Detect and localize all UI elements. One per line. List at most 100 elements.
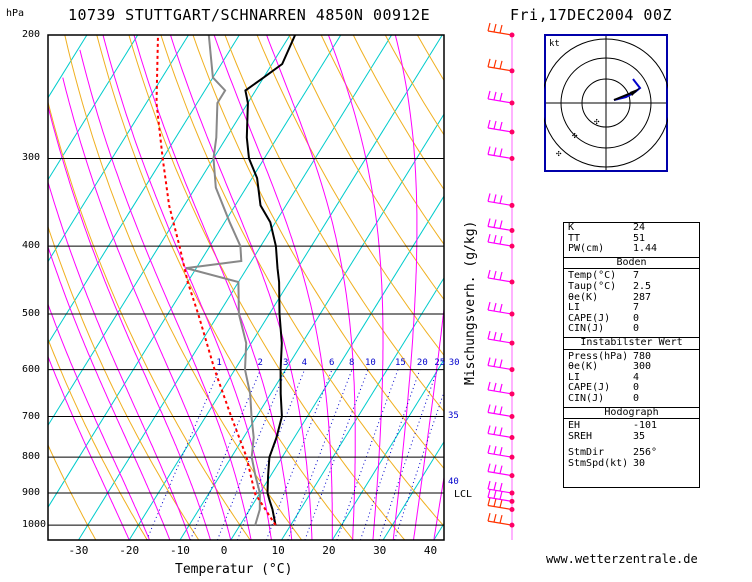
y-tick-label: 700 [22,410,41,422]
indices-panel: K 24 TT 51 PW(cm) 1.44 Boden Temp(°C) 7 Taup(°C… [563,222,700,488]
index-value: 0 [633,323,640,335]
index-row: Temp(°C) 7 [564,271,699,282]
isotherm-line [48,35,291,427]
index-key: StmDir [568,447,605,459]
moist-adiabat-line [48,355,130,540]
isotherm-line [48,35,139,181]
moist-adiabat-line [327,35,384,540]
mixing-ratio-label: 10 [365,357,376,368]
isotherm-line [48,35,88,99]
moist-adiabat-line [48,245,171,540]
moist-adiabat-line [213,35,333,540]
wind-point [509,522,515,528]
mixing-ratio-label: 4 [301,357,308,368]
index-key: PW(cm) [568,243,605,255]
index-key: θe(K) [568,291,599,303]
moist-adiabat-line [266,35,356,540]
index-row: StmDir 256° [564,448,699,459]
dry-adiabat-line [64,35,303,540]
wind-barb [487,301,513,315]
wind-barb [487,497,513,511]
isotherm-line [230,195,444,540]
index-value: 0 [633,312,640,324]
wind-barb [487,58,513,72]
index-value: 2.5 [633,280,652,292]
wind-barb [487,381,513,395]
mixing-ratio-label: 1 [216,357,222,368]
wind-barb [487,425,513,439]
dry-adiabat-line [48,225,200,540]
wind-barb [487,330,513,344]
wind-point [509,340,515,346]
index-key: SREH [568,430,593,442]
dry-adiabat-line [160,35,444,527]
mixing-ratio-line [216,369,287,540]
x-tick-label: 0 [220,544,228,557]
y-tick-label: 1000 [22,519,47,531]
isotherm-line [0,35,36,540]
parcel-curve [155,35,277,526]
date-title: Fri,17DEC2004 00Z [510,6,673,24]
index-key: Press(hPa) [568,350,629,362]
x-tick-label: 20 [322,544,336,557]
index-key: CIN(J) [568,323,605,335]
mixing-ratio-line [359,369,421,540]
wind-point [509,454,515,460]
mixing-ratio-label: 30 [448,357,460,368]
isotherm-line [48,35,342,509]
wind-point [509,391,515,397]
mixing-ratio-label: 6 [328,357,335,368]
x-tick-label: -20 [119,544,140,557]
isotherm-line [331,358,444,540]
index-key: CIN(J) [568,392,605,404]
x-tick-label: -10 [170,544,190,557]
mixing-ratio-line [394,390,444,540]
mixing-ratio-line [236,369,306,540]
mixing-ratio-label: 2 [257,357,263,368]
section-most-unstable: Instabilster Wert [564,336,699,350]
wind-barb [487,463,513,477]
dry-adiabat-line [192,35,444,470]
temperature-curve [244,35,297,526]
dry-adiabat-line [48,337,148,540]
wind-point [509,507,515,513]
wind-point [509,435,515,441]
index-row: θe(K) 287 [564,291,699,304]
wind-barb [487,193,513,207]
index-value: 35 [633,430,646,442]
y-axis-label: Mischungsverh. (g/kg) [463,220,478,385]
isotherm-line [179,113,444,540]
index-value: 0 [633,382,640,394]
dry-adiabat-line [256,35,444,357]
isotherm-line [48,35,189,263]
index-row: LI 7 [564,303,699,314]
y-tick-label: 500 [22,308,41,320]
wind-point [509,279,515,285]
wind-point [509,490,515,496]
wind-barb [487,218,513,232]
index-row: θe(K) 300 [564,362,699,373]
plot-frame [47,34,445,541]
index-row: SREH 35 [564,430,699,443]
wind-barb [487,146,513,160]
wind-barb [487,90,513,104]
wind-point [509,100,515,106]
dewpoint-curve [185,35,261,526]
hodograph: kt ✣ ✣ ✣ [544,34,668,172]
index-value: 30 [633,457,646,469]
index-key: θe(K) [568,361,599,373]
x-tick-label: -30 [68,544,89,557]
mixing-ratio-line [265,369,333,540]
lcl-label: LCL [454,488,473,500]
index-value: 7 [633,270,640,282]
x-tick-label: 40 [423,544,438,557]
index-key: LI [568,371,581,383]
mixing-ratio-line [336,369,399,540]
y-tick-label: 600 [22,363,41,375]
moist-adiabat-line [170,35,313,540]
index-key: CAPE(J) [568,312,611,324]
wind-barb [487,269,513,283]
mixing-ratio-line [304,369,369,540]
index-value: 4 [633,371,640,383]
index-row: StmSpd(kt) 30 [564,457,699,470]
